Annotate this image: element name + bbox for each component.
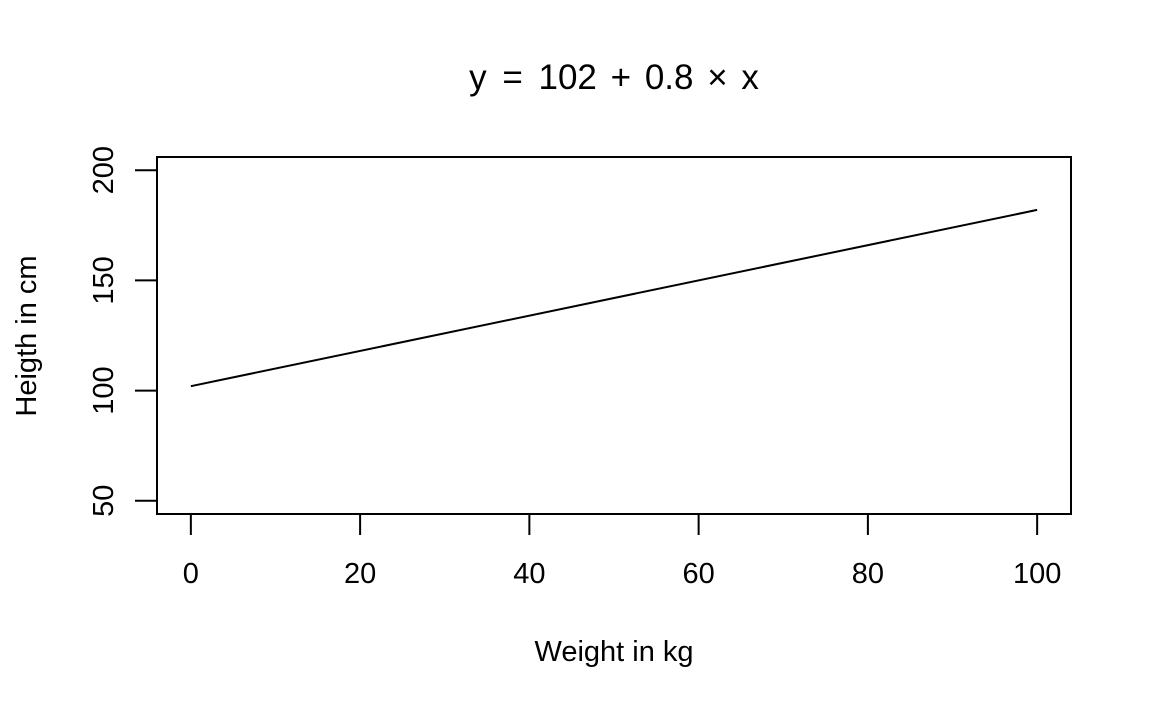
y-axis: 50 100 150 200	[88, 146, 158, 517]
x-axis: 0 20 40 60 80 100	[183, 513, 1061, 590]
y-tick-label: 100	[88, 366, 120, 414]
x-tick-label: 20	[344, 558, 376, 590]
y-axis-label: Heigth in cm	[11, 255, 43, 416]
title-part-1: y	[469, 58, 487, 97]
title-part-2: =	[502, 58, 522, 97]
title-part-7: x	[741, 58, 759, 97]
plot-frame	[156, 156, 1072, 515]
series-group	[190, 208, 1038, 388]
y-tick-label: 150	[88, 256, 120, 304]
chart-title: y = 102 + 0.8 × x	[469, 58, 759, 97]
title-part-4: +	[611, 58, 631, 97]
y-tick-label: 50	[88, 485, 120, 517]
x-tick-label: 100	[1013, 558, 1061, 590]
title-part-5: 0.8	[645, 58, 694, 97]
x-tick-label: 0	[183, 558, 199, 590]
title-part-6: ×	[707, 58, 727, 97]
series-line	[190, 208, 1038, 388]
x-axis-label: Weight in kg	[534, 636, 693, 668]
x-tick-label: 60	[682, 558, 714, 590]
x-tick-label: 40	[513, 558, 545, 590]
y-tick-label: 200	[88, 146, 120, 194]
x-tick-label: 80	[852, 558, 884, 590]
title-part-3: 102	[539, 58, 597, 97]
